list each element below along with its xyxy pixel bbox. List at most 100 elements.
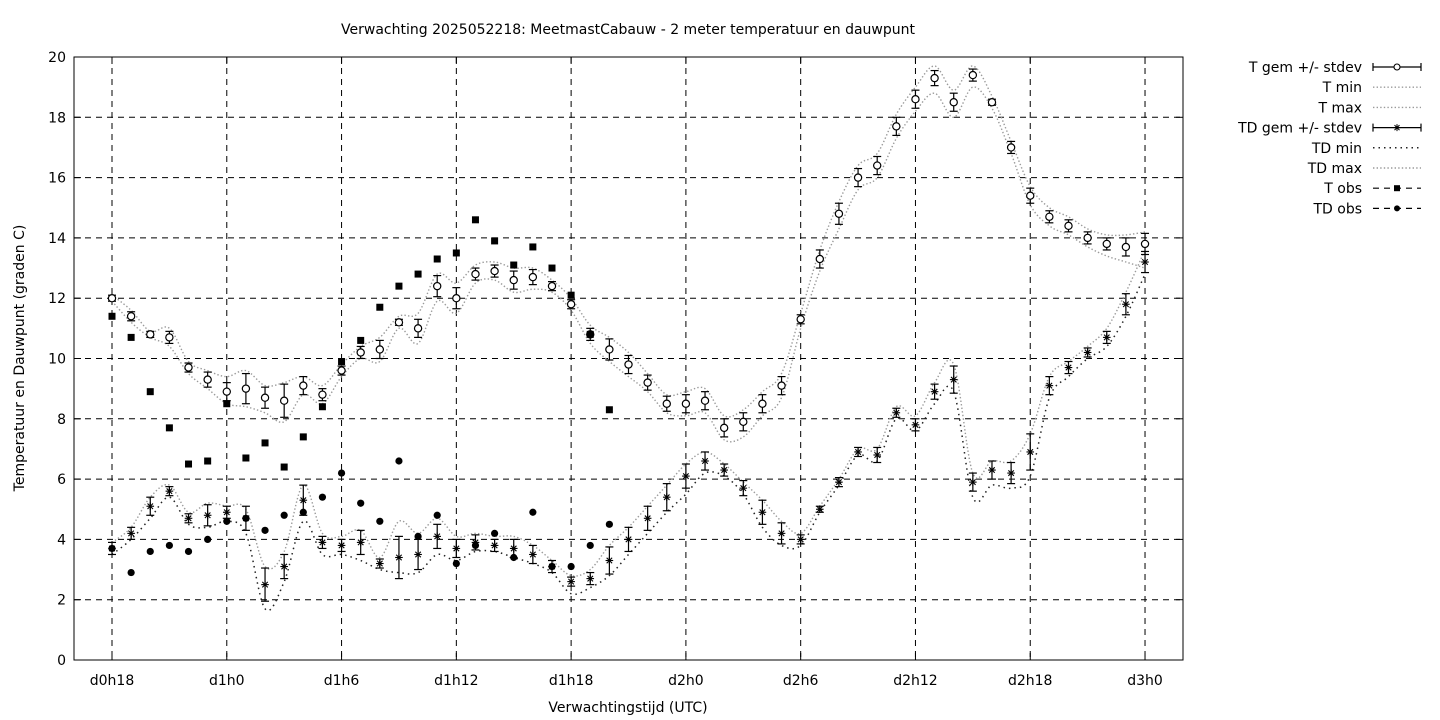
td-obs-point [184, 547, 193, 556]
star-stroke [376, 560, 383, 567]
td-gem-point [433, 532, 442, 541]
star-stroke [893, 409, 900, 416]
x-axis-label: Verwachtingstijd (UTC) [548, 700, 707, 716]
t-gem-point [949, 98, 958, 107]
star-stroke [319, 539, 326, 546]
td-gem-point [586, 574, 595, 583]
chart-title: Verwachting 2025052218: MeetmastCabauw -… [341, 22, 915, 38]
td-gem-point [796, 535, 805, 544]
td-obs-point [529, 508, 537, 516]
t-obs-point [242, 454, 250, 462]
star-stroke [1027, 448, 1034, 456]
t-obs-point [318, 403, 326, 411]
t-gem-point [1045, 212, 1054, 221]
legend-label: TD gem +/- stdev [1237, 121, 1362, 137]
t-gem-point [299, 381, 308, 390]
t-gem-point [681, 399, 691, 408]
t-obs-point [108, 312, 116, 320]
td-obs-point [586, 541, 594, 550]
td-obs-point [108, 544, 116, 553]
t-obs-point [605, 406, 613, 414]
t-obs-point [433, 255, 441, 263]
star-stroke [701, 457, 709, 465]
td-gem-point [643, 514, 652, 523]
td-gem-point [509, 544, 518, 553]
star-stroke [300, 497, 307, 504]
t-gem-point [834, 209, 844, 218]
axis-ticks: 0 2 4 6 8 10 12 14 16 18 20 d0h18 d1h0 d1h6 d1h12 d1h18… [48, 50, 1183, 689]
star-stroke [338, 542, 345, 549]
line-td-min [111, 273, 1146, 612]
t-gem-point [356, 348, 365, 357]
t-gem-point [968, 70, 978, 80]
td-obs-point [146, 547, 154, 556]
t-gem-point [1006, 143, 1016, 152]
legend-label: T max [1317, 100, 1362, 116]
t-gem-point [528, 272, 538, 282]
td-obs-point [567, 562, 575, 571]
x-tick-label: d2h12 [893, 673, 937, 689]
y-tick-label: 8 [57, 412, 66, 428]
t-gem-point [1102, 239, 1111, 249]
t-gem-point [1140, 239, 1150, 249]
legend-label: TD obs [1312, 201, 1362, 217]
star-stroke [529, 551, 536, 558]
t-obs-point [204, 457, 212, 465]
t-obs-point [146, 388, 154, 396]
td-gem-point [739, 484, 748, 492]
td-obs-point [357, 499, 365, 507]
star-stroke [587, 575, 594, 582]
y-tick-label: 12 [48, 291, 66, 307]
td-obs-point [510, 553, 518, 562]
t-obs-point [491, 237, 499, 245]
legend-swatch-marker [1393, 63, 1401, 71]
td-gem-point [414, 550, 422, 559]
td-obs-point [395, 457, 403, 465]
td-gem-point [490, 541, 499, 550]
td-gem-point [1141, 258, 1149, 266]
star-stroke [395, 554, 403, 561]
t-gem-point [165, 333, 174, 342]
t-obs-point [510, 261, 518, 269]
td-obs-point [223, 517, 231, 525]
t-obs-point [586, 330, 594, 338]
td-gem-point [835, 478, 843, 486]
t-gem-point [605, 345, 614, 354]
star-stroke [1141, 258, 1149, 266]
td-gem-point [203, 511, 212, 520]
x-tick-label: d2h0 [668, 673, 704, 689]
td-gem-point [165, 487, 174, 495]
td-gem-point [624, 535, 633, 544]
t-gem-point [815, 254, 825, 264]
t-obs-point [376, 303, 384, 311]
td-obs-point [452, 559, 460, 568]
t-obs-point [414, 270, 422, 278]
star-stroke [357, 539, 364, 546]
star-stroke [1103, 334, 1110, 341]
td-gem-point [969, 478, 977, 486]
star-stroke [663, 494, 670, 501]
legend: T gem +/- stdev T min T max TD gem +/- stde… [1237, 60, 1422, 217]
t-obs-point [452, 249, 460, 257]
y-tick-label: 2 [57, 593, 66, 609]
x-tick-label: d2h18 [1008, 673, 1052, 689]
t-obs-point [471, 216, 479, 224]
star-stroke [223, 509, 230, 516]
t-gem-point [241, 384, 251, 393]
star-stroke [1394, 124, 1400, 131]
td-obs-point [204, 535, 212, 544]
y-tick-label: 16 [48, 171, 66, 187]
td-obs-point [414, 532, 422, 540]
td-gem-point [222, 508, 231, 517]
t-gem-point [433, 281, 442, 291]
t-obs-point [165, 424, 173, 432]
td-obs-point [337, 469, 346, 477]
star-stroke [166, 488, 173, 495]
star-stroke [434, 533, 441, 540]
line-t-min [111, 86, 1146, 443]
t-gem-point [184, 363, 193, 372]
star-stroke [1065, 364, 1072, 371]
t-gem-point [853, 173, 863, 182]
line-t-max [111, 65, 1146, 418]
